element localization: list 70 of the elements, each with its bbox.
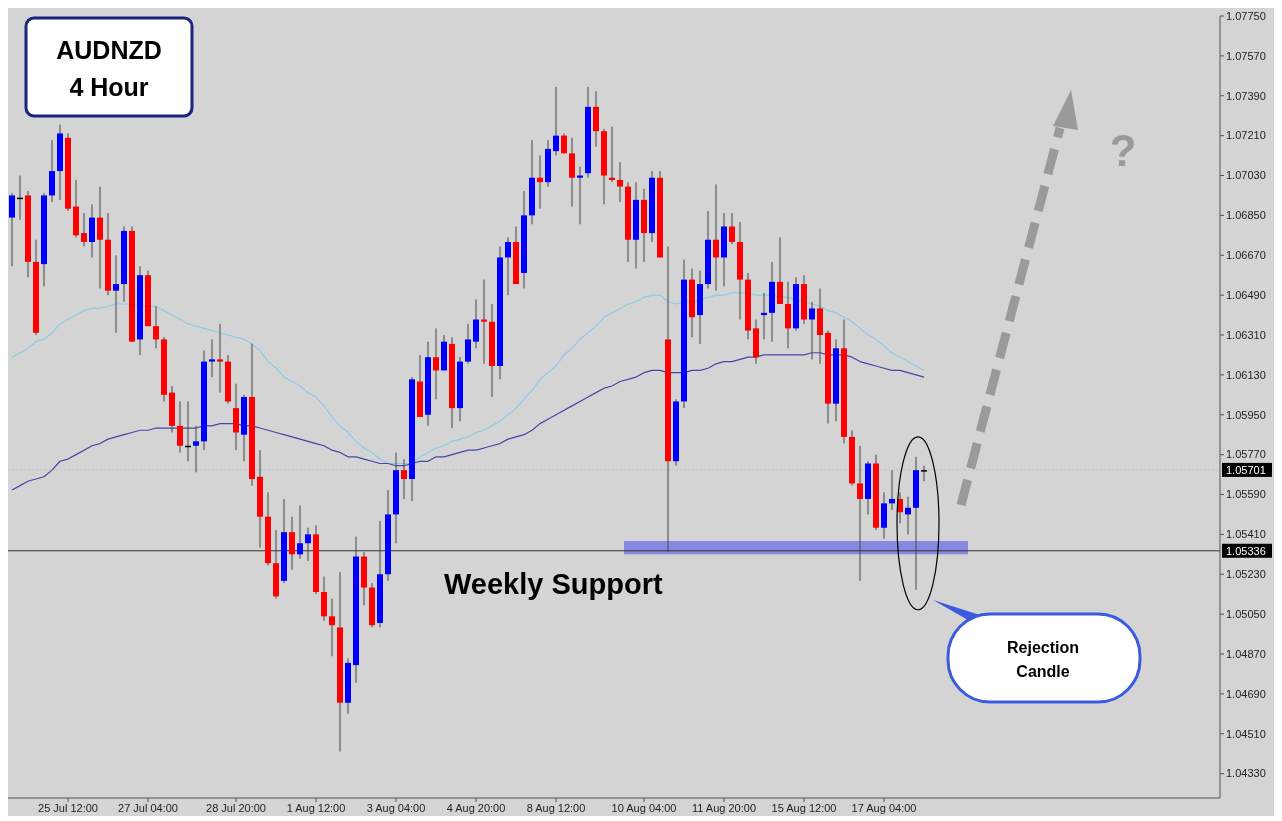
x-tick-label: 3 Aug 04:00 xyxy=(366,802,426,814)
candlestick xyxy=(505,237,511,296)
candlestick xyxy=(401,458,407,500)
y-tick-label: 1.06130 xyxy=(1226,368,1266,381)
candlestick xyxy=(113,254,119,334)
candlestick xyxy=(193,425,199,473)
y-tick-label: 1.04510 xyxy=(1226,727,1266,740)
y-tick-label: 1.05950 xyxy=(1226,408,1266,421)
y-tick-label: 1.04870 xyxy=(1226,647,1266,660)
y-tick-label: 1.05770 xyxy=(1226,448,1266,461)
candlestick xyxy=(553,86,559,157)
y-tick-label: 1.06490 xyxy=(1226,288,1266,301)
candlestick xyxy=(217,323,223,394)
candlestick xyxy=(305,527,311,562)
candlestick xyxy=(289,516,295,571)
candlestick xyxy=(761,292,767,340)
y-tick-label: 1.05050 xyxy=(1226,607,1266,620)
candlestick xyxy=(81,212,87,247)
candlestick xyxy=(905,496,911,535)
x-tick-label: 17 Aug 04:00 xyxy=(851,802,917,814)
y-tick-label: 1.07390 xyxy=(1226,89,1266,102)
candlestick xyxy=(97,186,103,289)
candlestick xyxy=(329,598,335,657)
candlestick xyxy=(465,323,471,365)
y-tick-label: 1.07210 xyxy=(1226,129,1266,142)
y-tick-label: 1.07750 xyxy=(1226,9,1266,22)
candlestick xyxy=(297,505,303,560)
y-tick-label: 1.04690 xyxy=(1226,687,1266,700)
x-tick-label: 10 Aug 04:00 xyxy=(611,802,677,814)
x-tick-label: 1 Aug 12:00 xyxy=(286,802,346,814)
candlestick xyxy=(481,279,487,365)
x-tick-label: 4 Aug 20:00 xyxy=(446,802,506,814)
text: ? xyxy=(1109,126,1137,175)
y-tick-label: 1.05590 xyxy=(1226,488,1266,501)
text: Rejection Candle xyxy=(1006,639,1080,680)
line-series xyxy=(11,352,925,491)
y-tick-label: 1.07030 xyxy=(1226,169,1266,182)
y-tick-label: 1.05410 xyxy=(1226,528,1266,541)
y-tick-label: 1.06850 xyxy=(1226,209,1266,222)
candlestick xyxy=(809,301,815,360)
candlestick xyxy=(209,338,215,378)
candlestick xyxy=(577,166,583,225)
candlestick xyxy=(473,299,479,349)
ref-line-label: 1.05701 xyxy=(1226,463,1266,476)
y-tick-label: 1.04330 xyxy=(1226,767,1266,780)
y-tick-label: 1.07570 xyxy=(1226,49,1266,62)
x-tick-label: 15 Aug 12:00 xyxy=(771,802,837,814)
x-tick-label: 27 Jul 04:00 xyxy=(118,802,178,814)
candlestick xyxy=(729,212,735,245)
x-tick-label: 8 Aug 12:00 xyxy=(526,802,586,814)
x-tick-label: 28 Jul 20:00 xyxy=(206,802,266,814)
candlestick xyxy=(177,400,183,453)
x-tick-label: 25 Jul 12:00 xyxy=(38,802,98,814)
candlestick xyxy=(433,327,439,400)
band-label: Weekly Support xyxy=(444,568,663,601)
candlestick xyxy=(777,237,783,305)
candlestick xyxy=(609,126,615,183)
candlestick xyxy=(153,305,159,349)
candlestick xyxy=(857,445,863,582)
text: AUDNZD xyxy=(56,36,162,64)
x-tick-label: 11 Aug 20:00 xyxy=(691,802,757,814)
ref-line-label: 1.05336 xyxy=(1226,544,1266,557)
candlestick xyxy=(713,183,719,292)
candlestick xyxy=(9,192,15,267)
text: 4 Hour xyxy=(69,73,149,101)
candlestick xyxy=(921,465,927,482)
y-tick-label: 1.06310 xyxy=(1226,328,1266,341)
y-tick-label: 1.05230 xyxy=(1226,568,1266,581)
y-tick-label: 1.06670 xyxy=(1226,249,1266,262)
candlestick xyxy=(617,161,623,203)
